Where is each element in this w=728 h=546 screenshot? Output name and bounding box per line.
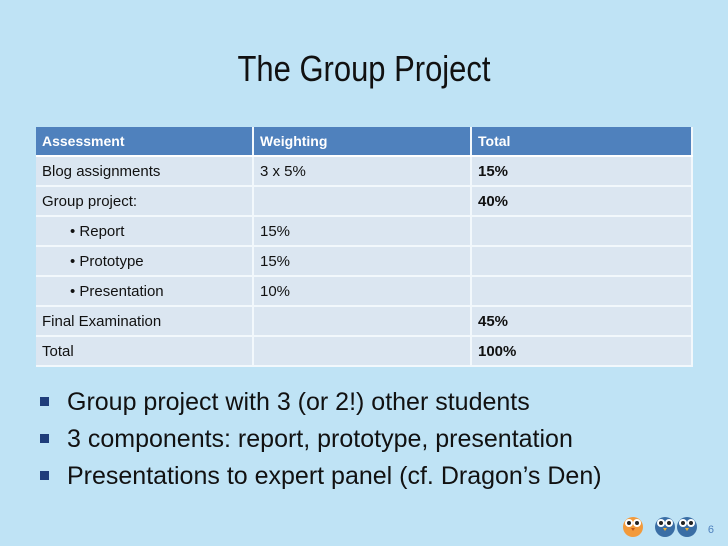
table-row: Total 100% — [36, 336, 693, 367]
cell-weighting: 15% — [253, 246, 472, 277]
table-row: Blog assignments 3 x 5% 15% — [36, 156, 693, 187]
cell-assessment: Total — [36, 336, 254, 367]
bullet-text: Presentations to expert panel (cf. Drago… — [67, 462, 602, 490]
header-weighting: Weighting — [253, 127, 472, 157]
table-row: Final Examination 45% — [36, 306, 693, 337]
bullet-text: Group project with 3 (or 2!) other stude… — [67, 388, 530, 416]
table-row: • Prototype 15% — [36, 246, 693, 277]
sub-item-label: • Report — [70, 222, 125, 240]
cell-total: 100% — [471, 336, 693, 367]
owl-blue-icon — [677, 517, 697, 537]
cell-total — [471, 246, 693, 277]
cell-weighting: 10% — [253, 276, 472, 307]
sub-item-label: • Prototype — [70, 252, 144, 270]
square-bullet-icon — [40, 470, 49, 480]
bullet-item: 3 components: report, prototype, present… — [40, 421, 602, 458]
slide-title: The Group Project — [237, 48, 491, 89]
cell-assessment: • Presentation — [36, 276, 254, 307]
cell-total — [471, 216, 693, 247]
cell-weighting: 3 x 5% — [253, 156, 472, 187]
cell-assessment: • Report — [36, 216, 254, 247]
bullet-item: Presentations to expert panel (cf. Drago… — [40, 458, 602, 495]
cell-weighting — [253, 306, 472, 337]
square-bullet-icon — [40, 396, 49, 406]
cell-total: 45% — [471, 306, 693, 337]
cell-assessment: Group project: — [36, 186, 254, 217]
cell-weighting — [253, 186, 472, 217]
page-number: 6 — [707, 524, 714, 536]
assessment-table: Assessment Weighting Total Blog assignme… — [36, 127, 693, 367]
table-row: • Presentation 10% — [36, 276, 693, 307]
table-header-row: Assessment Weighting Total — [36, 127, 693, 157]
cell-assessment: Blog assignments — [36, 156, 254, 187]
cell-assessment: Final Examination — [36, 306, 254, 337]
header-total: Total — [471, 127, 693, 157]
bullet-item: Group project with 3 (or 2!) other stude… — [40, 384, 602, 421]
bullet-text: 3 components: report, prototype, present… — [67, 425, 573, 453]
owl-orange-icon — [623, 517, 643, 537]
cell-total: 15% — [471, 156, 693, 187]
cell-total: 40% — [471, 186, 693, 217]
cell-weighting — [253, 336, 472, 367]
bullet-list: Group project with 3 (or 2!) other stude… — [40, 384, 602, 495]
owl-blue-icon — [655, 517, 675, 537]
header-assessment: Assessment — [36, 127, 254, 157]
cell-total — [471, 276, 693, 307]
sub-item-label: • Presentation — [70, 282, 164, 300]
cell-assessment: • Prototype — [36, 246, 254, 277]
table-row: Group project: 40% — [36, 186, 693, 217]
square-bullet-icon — [40, 433, 49, 443]
cell-weighting: 15% — [253, 216, 472, 247]
table-row: • Report 15% — [36, 216, 693, 247]
